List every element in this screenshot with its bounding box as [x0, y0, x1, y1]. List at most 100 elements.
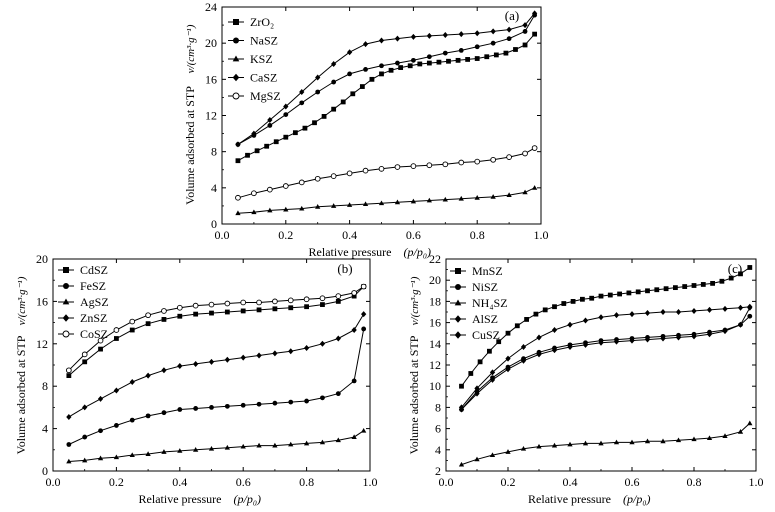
- data-point: [490, 28, 496, 35]
- data-point: [394, 164, 401, 170]
- data-point: [256, 442, 262, 448]
- series-mnsz: [459, 265, 753, 389]
- data-point: [490, 156, 497, 163]
- legend-entry-zro2: ZrO₂: [228, 15, 274, 29]
- series-line: [237, 33, 535, 162]
- data-point: [346, 202, 353, 207]
- series-cusz: [458, 304, 753, 413]
- legend-label: CaSZ: [250, 71, 277, 85]
- data-point: [487, 348, 492, 354]
- data-point: [240, 354, 246, 361]
- data-point: [607, 292, 613, 298]
- data-point: [458, 461, 465, 467]
- data-point: [177, 407, 183, 412]
- data-point: [240, 308, 246, 314]
- y-tick-label: 12: [205, 109, 217, 123]
- series-line: [461, 267, 751, 387]
- data-point: [287, 297, 294, 304]
- data-point: [66, 373, 72, 378]
- data-point: [410, 33, 417, 40]
- data-point: [315, 204, 321, 209]
- chart-panel-a: 0.0 0.2 0.4 0.6 0.8 1.0 0 4 8 12 16 20 24 Relative pr…: [183, 0, 549, 259]
- data-point: [272, 298, 278, 305]
- y-axis-unit: v/(cm³·g⁻¹): [185, 24, 197, 73]
- data-point: [177, 313, 183, 319]
- data-point: [722, 328, 728, 335]
- data-point: [161, 410, 167, 416]
- data-point: [208, 301, 215, 308]
- data-point: [340, 99, 346, 105]
- legend-marker: [454, 315, 462, 323]
- legend-label: AlSZ: [472, 312, 498, 326]
- series-line: [237, 147, 535, 199]
- legend-marker: [455, 284, 461, 290]
- data-point: [660, 438, 666, 444]
- series-line: [237, 187, 535, 214]
- data-point: [315, 89, 321, 95]
- data-point: [335, 293, 342, 299]
- y-tick-label: 8: [435, 400, 441, 414]
- data-point: [176, 304, 183, 311]
- data-point: [303, 296, 310, 303]
- data-point: [379, 63, 384, 69]
- legend-label: ZnSZ: [80, 311, 107, 325]
- data-point: [747, 313, 753, 319]
- y-tick-label: 10: [429, 379, 441, 393]
- x-tick-label: 0.2: [109, 475, 124, 489]
- data-point: [675, 437, 682, 443]
- data-point: [598, 314, 604, 321]
- data-point: [728, 275, 734, 281]
- data-point: [626, 290, 632, 296]
- data-point: [394, 35, 401, 42]
- legend-label: ZrO₂: [250, 15, 274, 29]
- data-point: [484, 54, 490, 60]
- data-point: [644, 310, 651, 317]
- data-point: [145, 451, 151, 456]
- chart-panel-c: 0.0 0.2 0.4 0.6 0.8 1.0 2 4 6 8 10 12 14 16 18 20 22 Rela…: [407, 252, 764, 506]
- data-point: [129, 327, 135, 333]
- data-point: [319, 295, 326, 302]
- data-point: [235, 194, 241, 201]
- series-line: [68, 286, 364, 371]
- data-point: [273, 139, 279, 145]
- data-point: [272, 350, 278, 357]
- data-point: [240, 299, 247, 306]
- data-point: [145, 312, 151, 319]
- data-point: [503, 50, 509, 56]
- data-point: [531, 10, 538, 17]
- y-tick-label: 0: [42, 464, 48, 478]
- y-axis-label: Volume adsorbed at STP: [183, 86, 197, 205]
- data-point: [224, 309, 230, 315]
- data-point: [442, 161, 449, 168]
- data-point: [455, 57, 461, 63]
- x-axis-unit: (p/p₀): [234, 492, 262, 506]
- data-point: [347, 71, 352, 77]
- data-point: [706, 306, 713, 313]
- legend-marker: [232, 55, 240, 62]
- data-point: [272, 306, 278, 312]
- data-point: [522, 22, 528, 29]
- data-point: [629, 311, 635, 318]
- y-tick-label: 16: [429, 316, 441, 330]
- legend-entry-nisz: NiSZ: [450, 280, 498, 294]
- data-point: [264, 143, 270, 149]
- legend-entry-alsz: AlSZ: [450, 312, 498, 326]
- y-tick-label: 12: [36, 337, 48, 351]
- data-point: [737, 429, 744, 434]
- legend-entry-mnsz: MnSZ: [450, 264, 503, 278]
- data-point: [161, 367, 167, 374]
- y-tick-label: 20: [36, 252, 48, 266]
- y-tick-label: 16: [36, 294, 48, 308]
- data-point: [417, 61, 423, 67]
- data-point: [700, 282, 706, 287]
- y-tick-label: 24: [205, 0, 217, 14]
- data-point: [350, 91, 356, 97]
- data-point: [288, 399, 294, 405]
- data-point: [267, 207, 273, 213]
- y-tick-label: 22: [429, 252, 441, 266]
- data-point: [331, 106, 337, 112]
- data-point: [477, 359, 483, 365]
- series-line: [237, 12, 535, 145]
- data-point: [673, 285, 678, 291]
- data-point: [458, 159, 465, 166]
